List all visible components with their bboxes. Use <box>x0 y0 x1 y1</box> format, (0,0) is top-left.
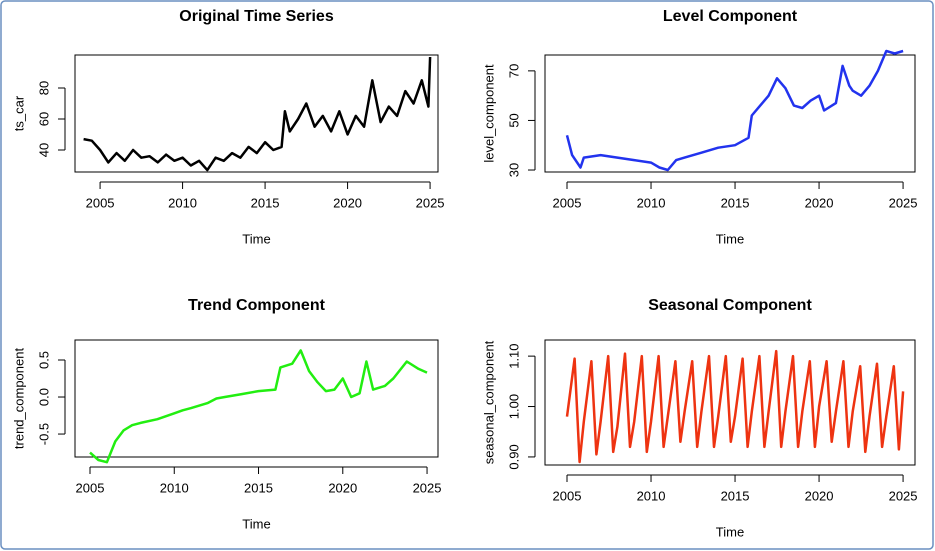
y-axis-label: level_component <box>481 64 496 163</box>
x-tick-label: 2010 <box>637 488 666 503</box>
y-tick-label: 0.90 <box>506 444 521 469</box>
y-tick-label: 1.00 <box>506 394 521 419</box>
x-tick-label: 2010 <box>637 195 666 210</box>
y-tick-label: -0.5 <box>36 423 51 445</box>
y-tick-label: 0.5 <box>36 351 51 369</box>
series-line <box>565 349 905 464</box>
x-tick-label: 2020 <box>333 195 362 210</box>
x-tick-label: 2005 <box>553 488 582 503</box>
y-tick-label: 1.10 <box>506 343 521 368</box>
chart-title: Original Time Series <box>179 8 334 25</box>
x-tick-label: 2020 <box>805 195 834 210</box>
x-tick-label: 2020 <box>328 480 357 495</box>
x-tick-label: 2025 <box>413 480 442 495</box>
x-tick-label: 2020 <box>805 488 834 503</box>
x-tick-label: 2015 <box>721 488 750 503</box>
series-line <box>89 349 428 464</box>
series-line <box>83 56 432 172</box>
plot-box <box>74 339 439 458</box>
x-tick-label: 2025 <box>416 195 445 210</box>
x-tick-label: 2025 <box>889 488 918 503</box>
x-axis-label: Time <box>242 231 270 246</box>
x-tick-label: 2005 <box>86 195 115 210</box>
x-axis-label: Time <box>716 524 744 539</box>
plot-box <box>74 54 439 173</box>
x-tick-label: 2015 <box>721 195 750 210</box>
x-tick-label: 2015 <box>251 195 280 210</box>
y-tick-label: 60 <box>36 112 51 126</box>
x-tick-label: 2010 <box>160 480 189 495</box>
x-tick-label: 2005 <box>76 480 105 495</box>
y-axis-label: seasonal_component <box>481 340 496 464</box>
chart-title: Seasonal Component <box>648 297 812 314</box>
series-line <box>565 49 904 172</box>
x-tick-label: 2015 <box>244 480 273 495</box>
y-tick-label: 50 <box>506 113 521 127</box>
y-tick-label: 40 <box>36 143 51 157</box>
y-tick-label: 30 <box>506 163 521 177</box>
x-axis-label: Time <box>242 516 270 531</box>
plot-box <box>544 339 916 466</box>
plot-box <box>544 54 916 173</box>
y-axis-label: trend_component <box>11 348 26 450</box>
y-tick-label: 80 <box>36 81 51 95</box>
x-tick-label: 2005 <box>553 195 582 210</box>
chart-title: Level Component <box>663 8 798 25</box>
x-tick-label: 2025 <box>889 195 918 210</box>
y-tick-label: 0.0 <box>36 388 51 406</box>
y-tick-label: 70 <box>506 64 521 78</box>
x-tick-label: 2010 <box>168 195 197 210</box>
x-axis-label: Time <box>716 231 744 246</box>
y-axis-label: ts_car <box>11 95 26 131</box>
chart-title: Trend Component <box>188 297 326 314</box>
